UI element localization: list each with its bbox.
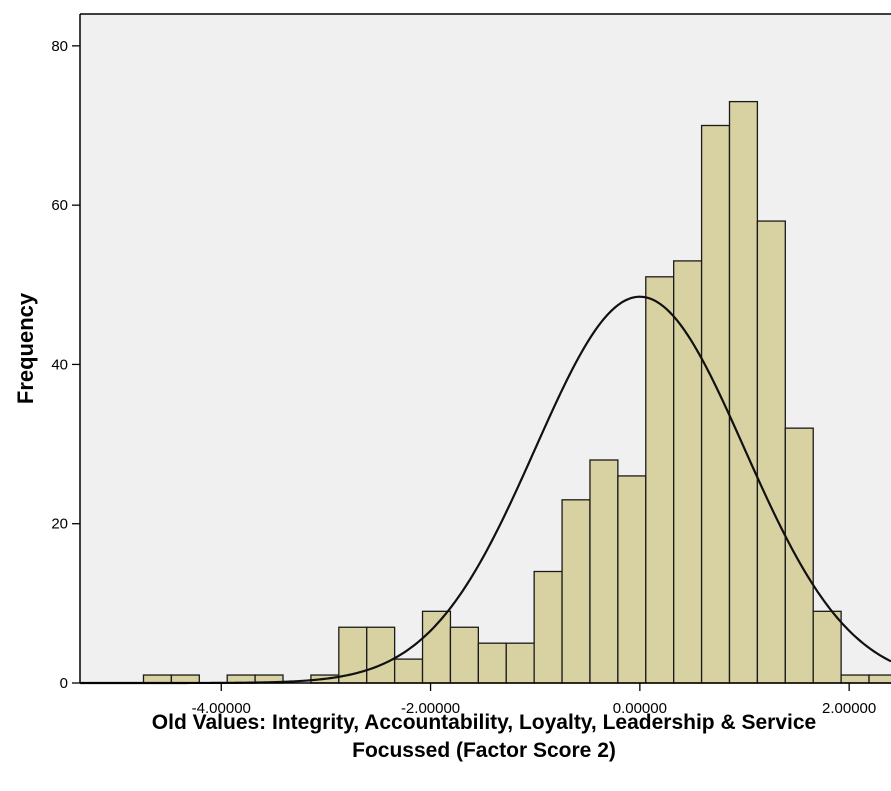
histogram-bar (868, 674, 891, 684)
histogram-bar (393, 658, 424, 684)
bars-layer (142, 100, 891, 684)
histogram-bar (477, 642, 507, 684)
histogram-bar (142, 674, 173, 684)
x-tick-label: 2.00000 (822, 700, 876, 717)
histogram-bar (617, 475, 647, 684)
histogram-bar (812, 610, 842, 684)
y-axis-title: Frequency (13, 292, 38, 404)
histogram-bar (589, 459, 619, 684)
histogram-bar (170, 674, 200, 684)
y-tick-label: 40 (51, 356, 68, 373)
histogram-bar (840, 674, 870, 684)
histogram-bar (449, 626, 480, 684)
x-tick-label: -4.00000 (192, 700, 251, 717)
x-tick-label: 0.00000 (613, 700, 667, 717)
histogram-bar (505, 642, 535, 684)
histogram-bar (533, 570, 563, 684)
histogram-bar (421, 610, 452, 684)
histogram-bar (728, 100, 759, 684)
y-tick-label: 80 (51, 38, 68, 55)
histogram-bar (784, 427, 814, 684)
histogram-bar (366, 626, 396, 684)
histogram-bar (756, 220, 786, 684)
histogram-bar (673, 260, 703, 684)
x-axis-title-line-1: Old Values: Integrity, Accountability, L… (152, 711, 816, 734)
histogram-bar (645, 276, 675, 684)
x-axis-title-line-2: Focussed (Factor Score 2) (352, 739, 616, 762)
y-tick-label: 60 (51, 197, 68, 214)
y-tick-label: 0 (60, 675, 68, 692)
ticks-layer: 0 20 40 60 80 -4.00000 -2.00000 0.00000 2.00000 (51, 38, 876, 717)
y-tick-label: 20 (51, 516, 68, 533)
x-tick-label: -2.00000 (401, 700, 460, 717)
histogram-bar (561, 499, 591, 684)
